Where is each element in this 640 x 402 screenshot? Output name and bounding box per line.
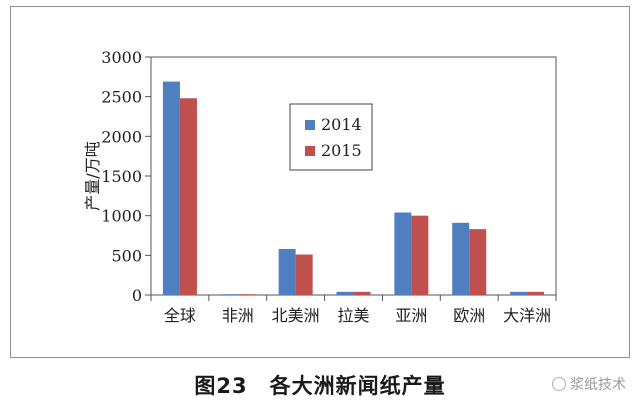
bar-2014-欧洲 xyxy=(452,222,470,295)
y-axis-label: 产量/万吨 xyxy=(83,141,102,210)
y-tick-label: 500 xyxy=(111,246,142,265)
y-tick-label: 3000 xyxy=(101,48,142,67)
y-tick-label: 1000 xyxy=(101,207,142,226)
bar-2014-拉美 xyxy=(336,291,354,295)
y-axis: 0 500 1000 1500 2000 2500 3000 xyxy=(101,48,151,305)
x-tick-label: 亚洲 xyxy=(395,306,427,325)
x-tick-label: 非洲 xyxy=(222,306,254,325)
bar-2015-北美洲 xyxy=(295,254,313,295)
bar-2015-非洲 xyxy=(237,294,255,295)
y-tick-label: 2000 xyxy=(101,127,142,146)
bar-2015-亚洲 xyxy=(411,215,429,295)
bar-2014-亚洲 xyxy=(394,212,412,295)
legend-swatch-2014 xyxy=(305,120,315,130)
figure-caption: 图23 各大洲新闻纸产量 xyxy=(194,374,446,398)
y-tick-label: 0 xyxy=(132,286,142,305)
x-axis: 全球 非洲 北美洲 拉美 亚洲 欧洲 大洋洲 xyxy=(150,295,557,325)
watermark-text: 浆纸技术 xyxy=(570,377,626,393)
wechat-icon xyxy=(552,377,566,391)
legend-label-2014: 2014 xyxy=(321,115,362,134)
y-tick-label: 1500 xyxy=(101,167,142,186)
x-tick-label: 北美洲 xyxy=(272,306,320,325)
legend: 2014 2015 xyxy=(289,103,373,171)
legend-box xyxy=(289,103,373,171)
bar-2014-大洋洲 xyxy=(510,291,528,295)
watermark: 浆纸技术 xyxy=(552,374,626,394)
bar-2014-全球 xyxy=(162,81,180,296)
bar-chart: 0 500 1000 1500 2000 2500 3000 全球 非洲 北美洲 拉美 亚洲 欧洲 大洋… xyxy=(83,48,557,325)
x-tick-label: 拉美 xyxy=(337,306,369,325)
bar-2015-大洋洲 xyxy=(527,291,545,295)
x-tick-label: 欧洲 xyxy=(453,306,485,325)
plot-area xyxy=(150,56,557,296)
legend-swatch-2015 xyxy=(305,146,315,156)
bar-2015-欧洲 xyxy=(469,229,487,295)
bar-2015-拉美 xyxy=(353,291,371,295)
bars xyxy=(162,81,545,296)
legend-label-2015: 2015 xyxy=(321,141,362,160)
x-tick-label: 大洋洲 xyxy=(503,306,551,325)
x-tick-label: 全球 xyxy=(164,306,196,325)
bar-2014-非洲 xyxy=(220,294,238,295)
bar-2015-全球 xyxy=(179,98,197,296)
bar-2014-北美洲 xyxy=(278,248,296,295)
y-tick-label: 2500 xyxy=(101,88,142,107)
